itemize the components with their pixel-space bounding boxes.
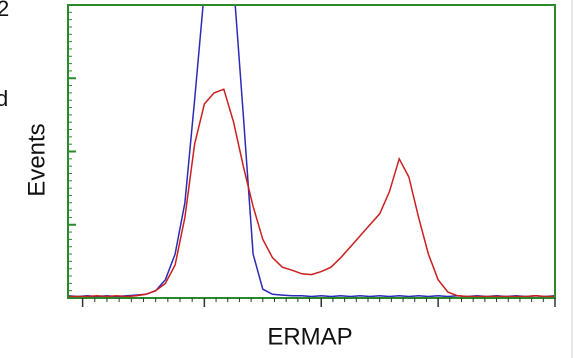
plot-frame <box>67 4 556 299</box>
cropped-text: d <box>0 86 8 111</box>
plot-area <box>68 5 555 298</box>
cropped-text: 2 <box>0 0 9 21</box>
x-axis-label: ERMAP <box>267 323 352 350</box>
histogram-line <box>68 88 555 298</box>
histogram-line <box>68 5 555 298</box>
y-axis-label: Events <box>23 123 50 196</box>
